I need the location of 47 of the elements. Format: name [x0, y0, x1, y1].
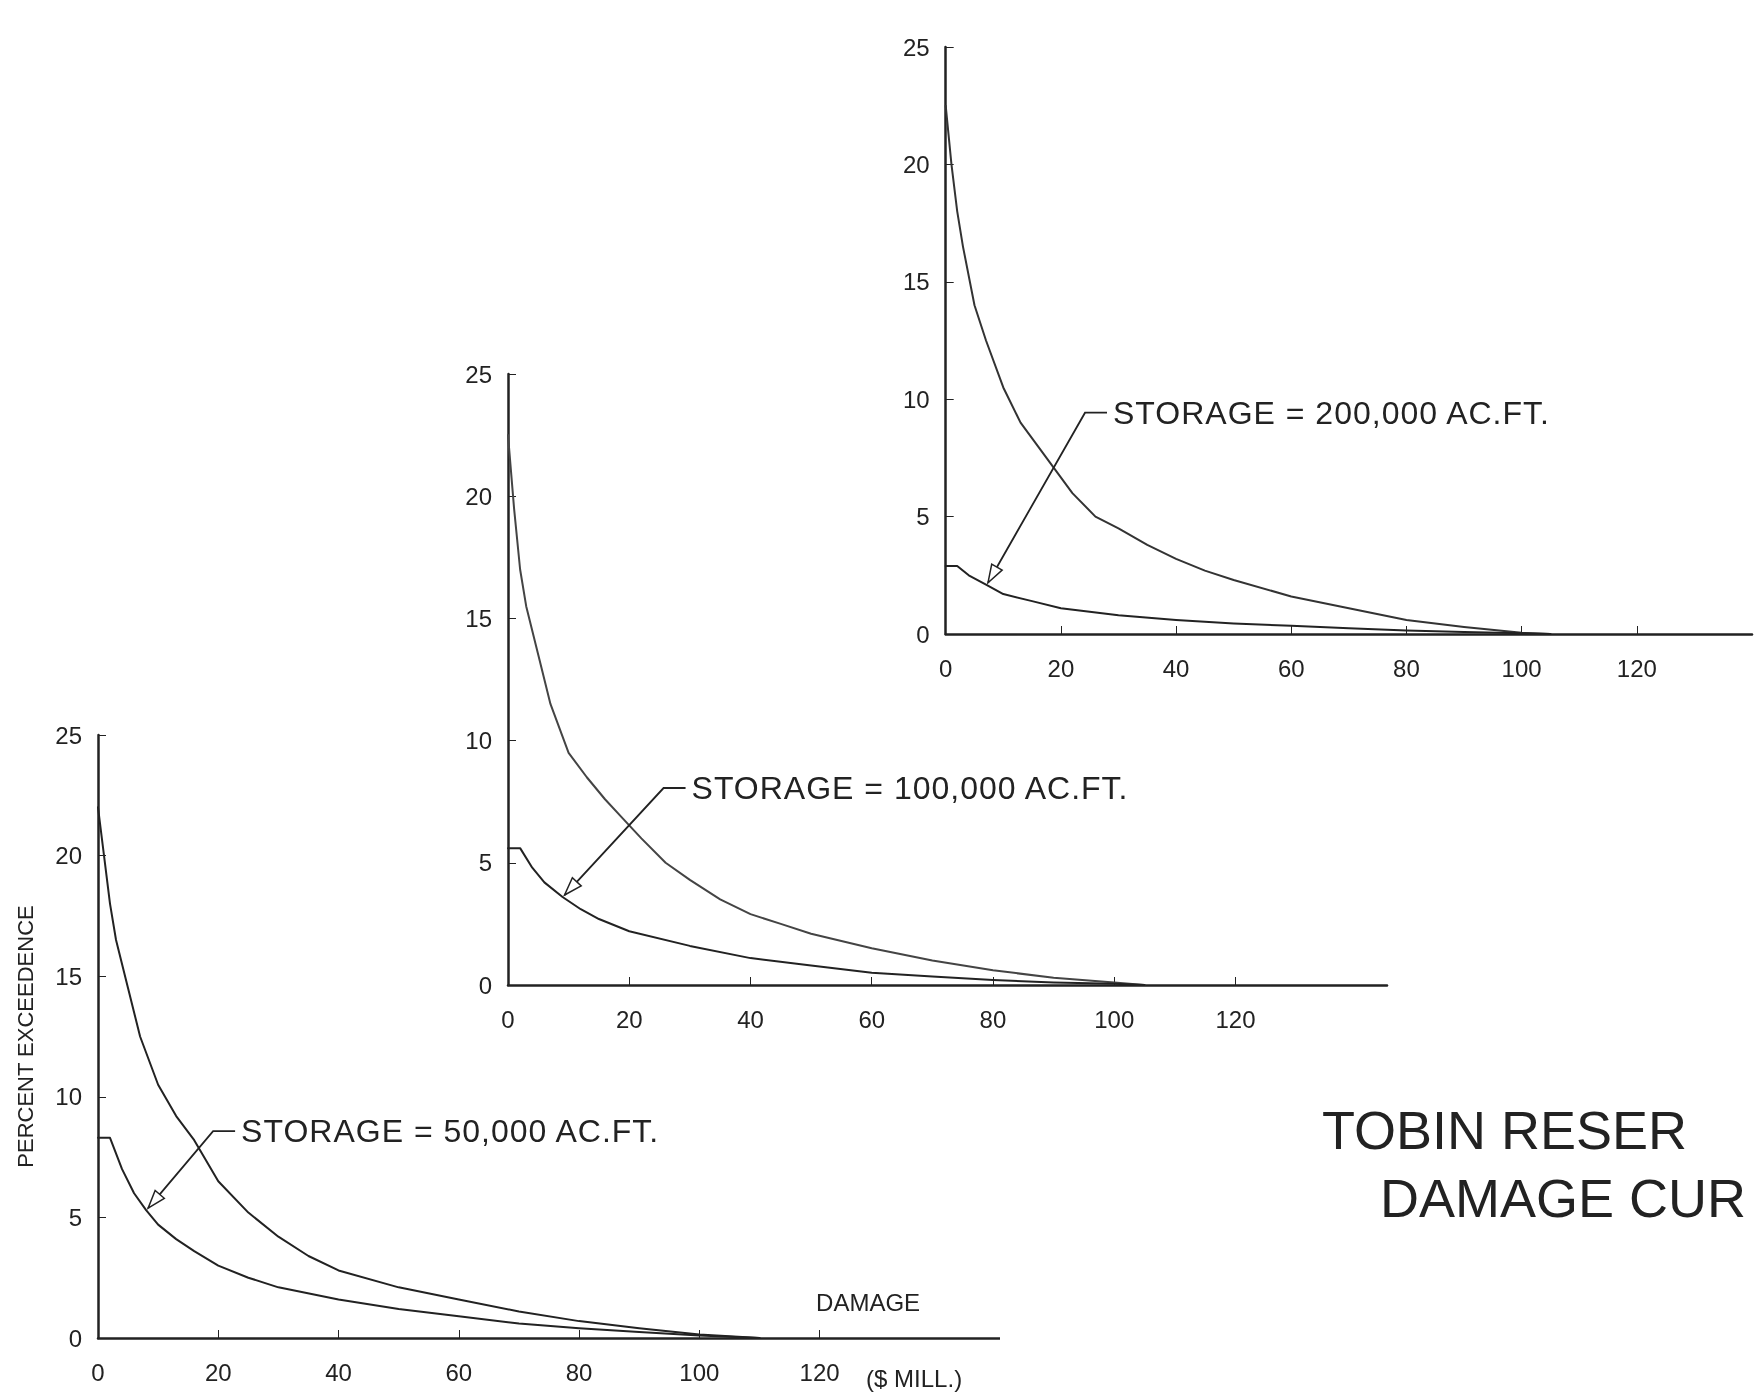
y-tick-label: 20: [55, 842, 82, 870]
text: TOBIN RESER: [1322, 1100, 1688, 1160]
x-tick-label: 120: [799, 1358, 840, 1386]
x-tick-label: 100: [679, 1358, 720, 1386]
y-tick-label: 5: [916, 503, 930, 531]
annotation: STORAGE = 100,000 AC.FT.: [691, 770, 1129, 807]
x-tick-label: 0: [501, 1005, 515, 1033]
y-tick-label: 25: [465, 360, 492, 388]
x-tick-label: 40: [1162, 654, 1190, 682]
text: DAMAGE CUR: [1380, 1168, 1747, 1228]
x-tick-label: 100: [1501, 654, 1542, 682]
y-tick-label: 25: [902, 33, 930, 61]
y-tick-label: 25: [55, 721, 82, 749]
y-tick-label: 10: [902, 385, 930, 413]
y-tick-label: 20: [902, 150, 930, 178]
x-tick-label: 0: [939, 654, 953, 682]
y-axis-title: PERCENT EXCEEDENCE: [12, 905, 38, 1168]
y-tick-label: 0: [916, 620, 930, 648]
y-tick-label: 0: [478, 971, 492, 999]
x-tick-label: 60: [445, 1358, 473, 1386]
x-tick-label: 80: [979, 1005, 1007, 1033]
y-tick-label: 15: [902, 268, 930, 296]
x-tick-label: 120: [1616, 654, 1657, 682]
x-tick-label: 100: [1094, 1005, 1135, 1033]
x-axis-title: DAMAGE: [816, 1288, 921, 1316]
y-tick-label: 10: [465, 727, 492, 755]
x-tick-label: 80: [1393, 654, 1420, 682]
text: ($ MILL.): [866, 1364, 963, 1392]
x-tick-label: 20: [1047, 654, 1075, 682]
y-tick-label: 5: [68, 1203, 82, 1231]
x-tick-label: 40: [325, 1358, 352, 1386]
x-tick-label: 60: [858, 1005, 886, 1033]
y-tick-label: 0: [68, 1324, 82, 1352]
y-tick-label: 5: [478, 849, 492, 877]
x-tick-label: 40: [737, 1005, 764, 1033]
y-tick-label: 15: [465, 604, 492, 632]
x-tick-label: 80: [565, 1358, 593, 1386]
annotation: STORAGE = 200,000 AC.FT.: [1113, 394, 1550, 431]
x-tick-label: 20: [615, 1005, 643, 1033]
x-tick-label: 60: [1277, 654, 1305, 682]
x-tick-label: 120: [1215, 1005, 1256, 1033]
x-tick-label: 20: [204, 1358, 232, 1386]
y-tick-label: 20: [465, 482, 492, 510]
y-tick-label: 15: [55, 962, 82, 990]
y-tick-label: 10: [55, 1083, 82, 1111]
x-tick-label: 0: [91, 1358, 105, 1386]
annotation: STORAGE = 50,000 AC.FT.: [241, 1113, 660, 1150]
